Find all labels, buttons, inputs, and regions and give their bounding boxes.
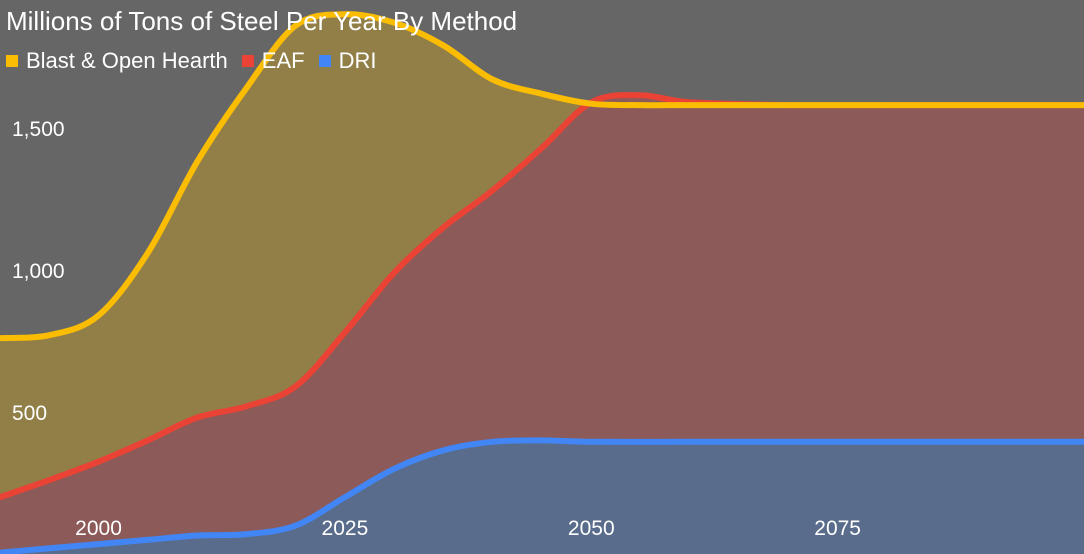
chart-legend: Blast & Open Hearth EAF DRI [6, 48, 390, 74]
legend-swatch-dri [318, 55, 331, 67]
x-tick-label: 2000 [75, 517, 122, 540]
x-tick-label: 2025 [322, 517, 369, 540]
legend-item-dri: DRI [318, 48, 377, 74]
y-axis-ticks: 500 1,000 1,500 [12, 118, 65, 425]
legend-item-blast: Blast & Open Hearth [6, 48, 228, 74]
x-tick-label: 2050 [568, 517, 615, 540]
legend-label-dri: DRI [338, 48, 377, 73]
y-tick-label: 500 [12, 402, 47, 425]
y-tick-label: 1,500 [12, 118, 65, 141]
area-dri [0, 440, 1084, 554]
x-axis-ticks: 2000 2025 2050 2075 [75, 517, 861, 540]
legend-swatch-eaf [241, 55, 254, 67]
line-dri [0, 437, 1084, 554]
legend-label-eaf: EAF [261, 48, 305, 73]
line-blast-open-hearth [0, 11, 1084, 342]
x-tick-label: 2075 [814, 517, 861, 540]
series-lines [0, 11, 1084, 554]
legend-label-blast: Blast & Open Hearth [26, 48, 228, 73]
y-tick-label: 1,000 [12, 260, 65, 283]
legend-item-eaf: EAF [241, 48, 305, 74]
legend-swatch-blast [6, 55, 18, 67]
area-fills [0, 14, 1084, 554]
chart-title: Millions of Tons of Steel Per Year By Me… [6, 6, 518, 36]
